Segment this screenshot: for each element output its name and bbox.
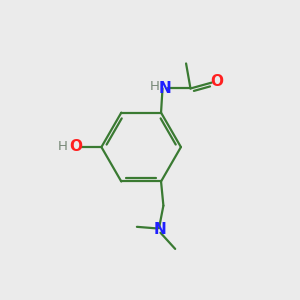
- Text: O: O: [69, 139, 82, 154]
- Text: N: N: [158, 81, 171, 96]
- Text: H: H: [150, 80, 160, 93]
- Text: H: H: [58, 140, 68, 153]
- Text: N: N: [154, 222, 167, 237]
- Text: O: O: [211, 74, 224, 88]
